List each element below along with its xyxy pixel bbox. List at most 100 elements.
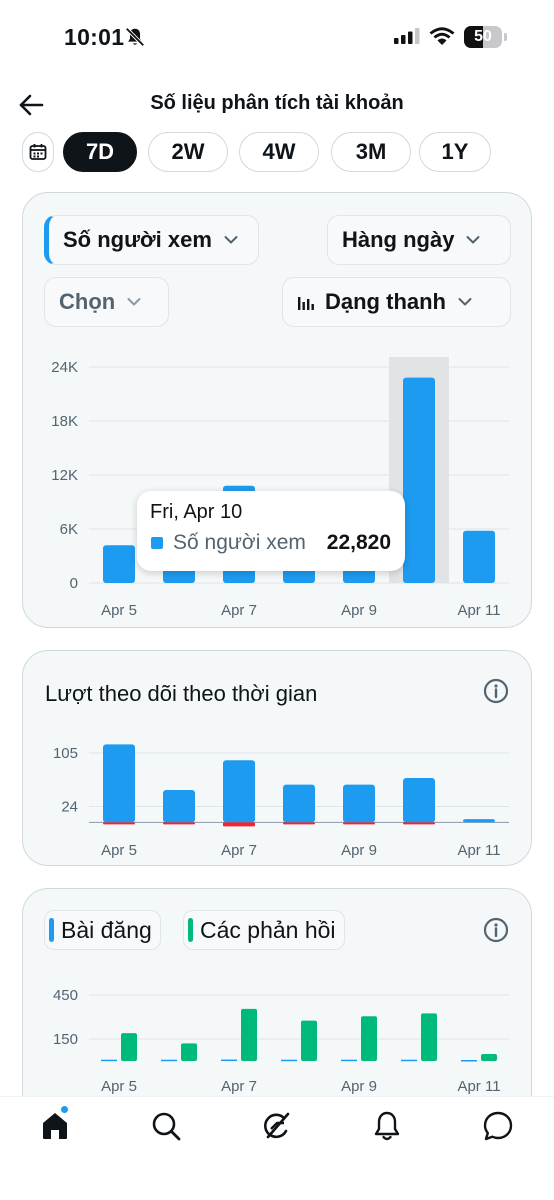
bell-icon[interactable] xyxy=(370,1109,404,1143)
posts-bar xyxy=(281,1059,297,1062)
followers-gained-bar xyxy=(403,778,435,823)
legend-replies-label: Các phản hồi xyxy=(200,916,336,943)
chevron-down-icon xyxy=(466,236,480,244)
x-tick-label: Apr 9 xyxy=(341,1078,377,1095)
views-bar-chart: 0 6K 12K 18K 24K Apr 5 Apr 7 Apr 9 Apr 11 xyxy=(51,357,509,619)
x-tick-label: Apr 11 xyxy=(457,842,500,859)
posts-bar xyxy=(101,1059,117,1062)
bell-slash-icon xyxy=(125,27,145,47)
bottom-navigation xyxy=(0,1096,554,1200)
battery-percent: 50 xyxy=(474,28,492,45)
posts-bar xyxy=(161,1059,177,1062)
tab-3m[interactable]: 3M xyxy=(331,132,411,172)
replies-bar xyxy=(481,1053,497,1061)
info-icon[interactable] xyxy=(483,678,509,704)
y-tick-label: 24K xyxy=(51,359,78,376)
x-tick-label: Apr 5 xyxy=(101,602,137,619)
followers-gained-bar xyxy=(223,760,255,823)
legend-replies-swatch xyxy=(188,918,193,942)
y-tick-label: 105 xyxy=(53,745,78,762)
page-title: Số liệu phân tích tài khoản xyxy=(150,92,404,114)
home-icon[interactable] xyxy=(38,1109,72,1143)
followers-lost-bar xyxy=(103,822,135,825)
followers-card-title: Lượt theo dõi theo thời gian xyxy=(45,681,318,706)
replies-bar xyxy=(421,1013,437,1061)
compare-selector[interactable]: Chọn xyxy=(44,277,169,327)
tooltip-swatch xyxy=(151,537,163,549)
x-tick-label: Apr 9 xyxy=(341,602,377,619)
metric-selector-label: Số người xem xyxy=(63,227,212,252)
metric-selector[interactable]: Số người xem xyxy=(44,215,259,265)
info-icon[interactable] xyxy=(483,917,509,943)
tab-7d[interactable]: 7D xyxy=(63,132,137,172)
compare-selector-label: Chọn xyxy=(59,289,116,314)
followers-gained-bar xyxy=(103,744,135,823)
followers-bar-chart: 24 105 Apr 5 Apr 7 Apr 9 Apr 11 xyxy=(53,744,509,859)
y-tick-label: 18K xyxy=(51,413,78,430)
tooltip-label: Số người xem xyxy=(173,531,306,554)
posts-card: Bài đăng Các phản hồi 150 450 Apr 5 Apr 7 Ap… xyxy=(22,888,532,1108)
x-tick-label: Apr 11 xyxy=(457,1078,500,1095)
home-notification-dot xyxy=(60,1105,69,1114)
calendar-button[interactable] xyxy=(22,132,54,172)
header: Số liệu phân tích tài khoản xyxy=(0,80,554,130)
legend-posts-label: Bài đăng xyxy=(61,916,152,943)
bar-chart-icon xyxy=(298,297,314,310)
back-arrow-icon[interactable] xyxy=(18,92,44,118)
followers-lost-bar xyxy=(283,822,315,825)
followers-gained-bar xyxy=(463,819,495,823)
search-icon[interactable] xyxy=(149,1109,183,1143)
replies-bar xyxy=(301,1020,317,1061)
replies-bar xyxy=(241,1008,257,1061)
messages-icon[interactable] xyxy=(481,1109,515,1143)
interval-selector-label: Hàng ngày xyxy=(342,227,455,252)
chevron-down-icon xyxy=(458,298,472,306)
x-tick-label: Apr 7 xyxy=(221,602,257,619)
interval-selector[interactable]: Hàng ngày xyxy=(327,215,511,265)
followers-gained-bar xyxy=(343,784,375,823)
wifi-icon xyxy=(429,27,455,45)
followers-gained-bar xyxy=(163,789,195,823)
followers-lost-bar xyxy=(403,822,435,825)
status-bar: 10:01 50 xyxy=(0,0,554,76)
grok-icon[interactable] xyxy=(260,1109,294,1143)
legend-replies[interactable]: Các phản hồi xyxy=(183,910,345,950)
chart-type-selector[interactable]: Dạng thanh xyxy=(282,277,511,327)
views-bar xyxy=(463,530,495,583)
chart-tooltip: Fri, Apr 10 Số người xem 22,820 xyxy=(137,491,405,571)
x-tick-label: Apr 9 xyxy=(341,842,377,859)
followers-gained-bar xyxy=(283,784,315,823)
chevron-down-icon xyxy=(127,298,141,306)
posts-bar xyxy=(341,1059,357,1062)
followers-lost-bar xyxy=(163,822,195,825)
x-tick-label: Apr 5 xyxy=(101,842,137,859)
followers-card: Lượt theo dõi theo thời gian 24 105 Apr 5 A… xyxy=(22,650,532,866)
y-tick-label: 24 xyxy=(61,799,78,816)
posts-bar xyxy=(221,1059,237,1062)
x-tick-label: Apr 11 xyxy=(457,602,500,619)
chevron-down-icon xyxy=(224,236,238,244)
chart-type-selector-label: Dạng thanh xyxy=(325,289,446,314)
legend-posts[interactable]: Bài đăng xyxy=(44,910,161,950)
y-tick-label: 0 xyxy=(70,575,78,592)
replies-bar xyxy=(361,1016,377,1061)
y-tick-label: 12K xyxy=(51,467,78,484)
posts-bar-chart: 150 450 Apr 5 Apr 7 Apr 9 Apr 11 xyxy=(53,987,509,1095)
x-tick-label: Apr 7 xyxy=(221,842,257,859)
tab-1y[interactable]: 1Y xyxy=(419,132,491,172)
posts-bar xyxy=(461,1060,477,1062)
views-bar xyxy=(403,377,435,583)
views-bar xyxy=(103,545,135,583)
followers-lost-bar xyxy=(223,822,255,827)
y-tick-label: 450 xyxy=(53,987,78,1004)
status-time: 10:01 xyxy=(64,24,125,50)
signal-icon xyxy=(394,28,420,44)
replies-bar xyxy=(181,1043,197,1061)
tab-4w[interactable]: 4W xyxy=(239,132,319,172)
tab-2w[interactable]: 2W xyxy=(148,132,228,172)
x-tick-label: Apr 7 xyxy=(221,1078,257,1095)
followers-lost-bar xyxy=(343,822,375,825)
tooltip-date: Fri, Apr 10 xyxy=(150,501,243,523)
tooltip-value: 22,820 xyxy=(326,531,391,554)
replies-bar xyxy=(121,1033,137,1061)
